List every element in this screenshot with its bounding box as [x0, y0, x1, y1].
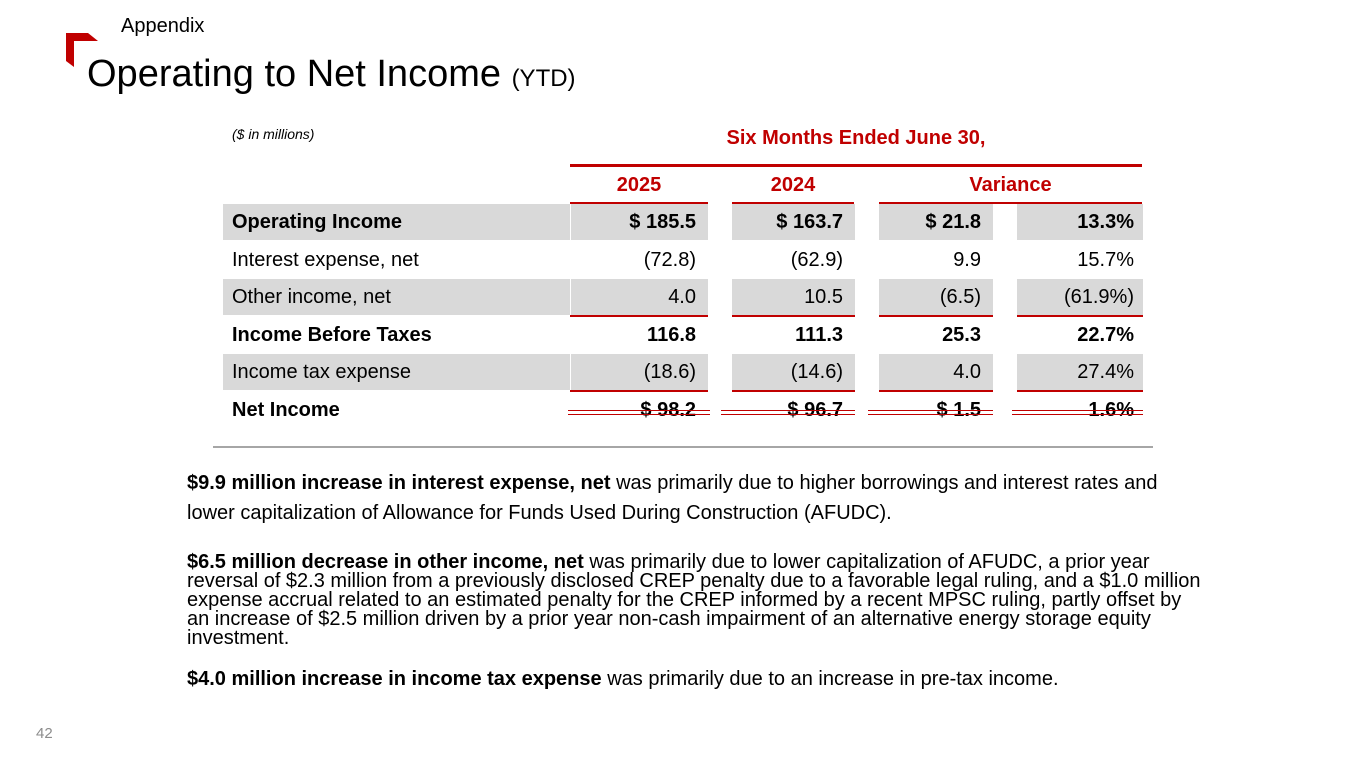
- variance-amount: $ 1.5: [936, 398, 981, 421]
- column-rule: [732, 202, 854, 204]
- variance-amount: 4.0: [953, 361, 981, 383]
- value-2025: (72.8): [643, 248, 696, 271]
- row-label: Income Before Taxes: [232, 323, 432, 346]
- note-body: was primarily due to higher borrowings a…: [187, 472, 1158, 524]
- value-2024: 10.5: [804, 286, 843, 308]
- variance-percent: 22.7%: [1077, 323, 1134, 346]
- variance-percent: (61.9%): [1063, 286, 1134, 308]
- row-label: Interest expense, net: [232, 248, 419, 271]
- variance-percent: 15.7%: [1077, 248, 1134, 271]
- value-2025: $ 98.2: [640, 398, 696, 421]
- note-body: was primarily due to lower capitalizatio…: [187, 551, 1201, 649]
- table-row-net-income: Net Income $ 98.2 $ 96.7 $ 1.5 1.6%: [223, 392, 1143, 430]
- table-row-income-tax-expense: Income tax expense (18.6) (14.6) 4.0 27.…: [223, 354, 1143, 392]
- row-label: Net Income: [232, 398, 340, 421]
- variance-amount: (6.5): [939, 286, 981, 308]
- variance-percent: 13.3%: [1077, 211, 1134, 233]
- column-rule: [570, 202, 708, 204]
- page-title: Operating to Net Income (YTD): [87, 52, 576, 101]
- variance-percent: 27.4%: [1077, 361, 1134, 383]
- value-2024: (62.9): [790, 248, 843, 271]
- units-note: ($ in millions): [232, 126, 315, 142]
- commentary: $9.9 million increase in interest expens…: [187, 468, 1207, 690]
- section-label: Appendix: [121, 15, 205, 37]
- column-header-2024: 2024: [770, 174, 816, 196]
- note-interest-expense: $9.9 million increase in interest expens…: [187, 468, 1207, 528]
- column-rule: [879, 202, 1142, 204]
- note-body: was primarily due to an increase in pre-…: [601, 668, 1059, 690]
- value-2024: (14.6): [790, 361, 843, 383]
- value-2025: (18.6): [643, 361, 696, 383]
- value-2024: $ 96.7: [787, 398, 843, 421]
- row-label: Income tax expense: [232, 361, 411, 383]
- variance-amount: 25.3: [942, 323, 981, 346]
- note-heading: $6.5 million decrease in other income, n…: [187, 551, 584, 573]
- column-header-2025: 2025: [616, 174, 662, 196]
- variance-amount: 9.9: [953, 248, 981, 271]
- note-income-tax: $4.0 million increase in income tax expe…: [187, 668, 1207, 690]
- value-2024: 111.3: [795, 323, 843, 346]
- value-2025: 116.8: [647, 323, 696, 346]
- row-label: Operating Income: [232, 211, 403, 233]
- table-row-operating-income: Operating Income $ 185.5 $ 163.7 $ 21.8 …: [223, 204, 1143, 242]
- table-row-income-before-taxes: Income Before Taxes 116.8 111.3 25.3 22.…: [223, 317, 1143, 355]
- note-heading: $4.0 million increase in income tax expe…: [187, 668, 602, 690]
- note-other-income: $6.5 million decrease in other income, n…: [187, 551, 1207, 649]
- variance-percent: 1.6%: [1088, 398, 1134, 421]
- note-heading: $9.9 million increase in interest expens…: [187, 472, 611, 494]
- column-header-variance: Variance: [969, 174, 1052, 196]
- value-2025: 4.0: [668, 286, 696, 308]
- table-row-interest-expense: Interest expense, net (72.8) (62.9) 9.9 …: [223, 242, 1143, 280]
- logo-mark-icon: [66, 33, 98, 67]
- income-table: Operating Income $ 185.5 $ 163.7 $ 21.8 …: [223, 204, 1143, 429]
- value-2024: $ 163.7: [776, 211, 843, 233]
- value-2025: $ 185.5: [629, 211, 696, 233]
- variance-amount: $ 21.8: [925, 211, 981, 233]
- table-row-other-income: Other income, net 4.0 10.5 (6.5) (61.9%): [223, 279, 1143, 317]
- period-header: Six Months Ended June 30,: [726, 127, 986, 149]
- page-number: 42: [36, 725, 53, 742]
- table-bottom-rule: [213, 446, 1153, 448]
- page-title-main: Operating to Net Income: [87, 53, 501, 95]
- row-label: Other income, net: [232, 286, 391, 308]
- period-rule: [570, 164, 1142, 167]
- page-title-suffix: (YTD): [511, 65, 576, 92]
